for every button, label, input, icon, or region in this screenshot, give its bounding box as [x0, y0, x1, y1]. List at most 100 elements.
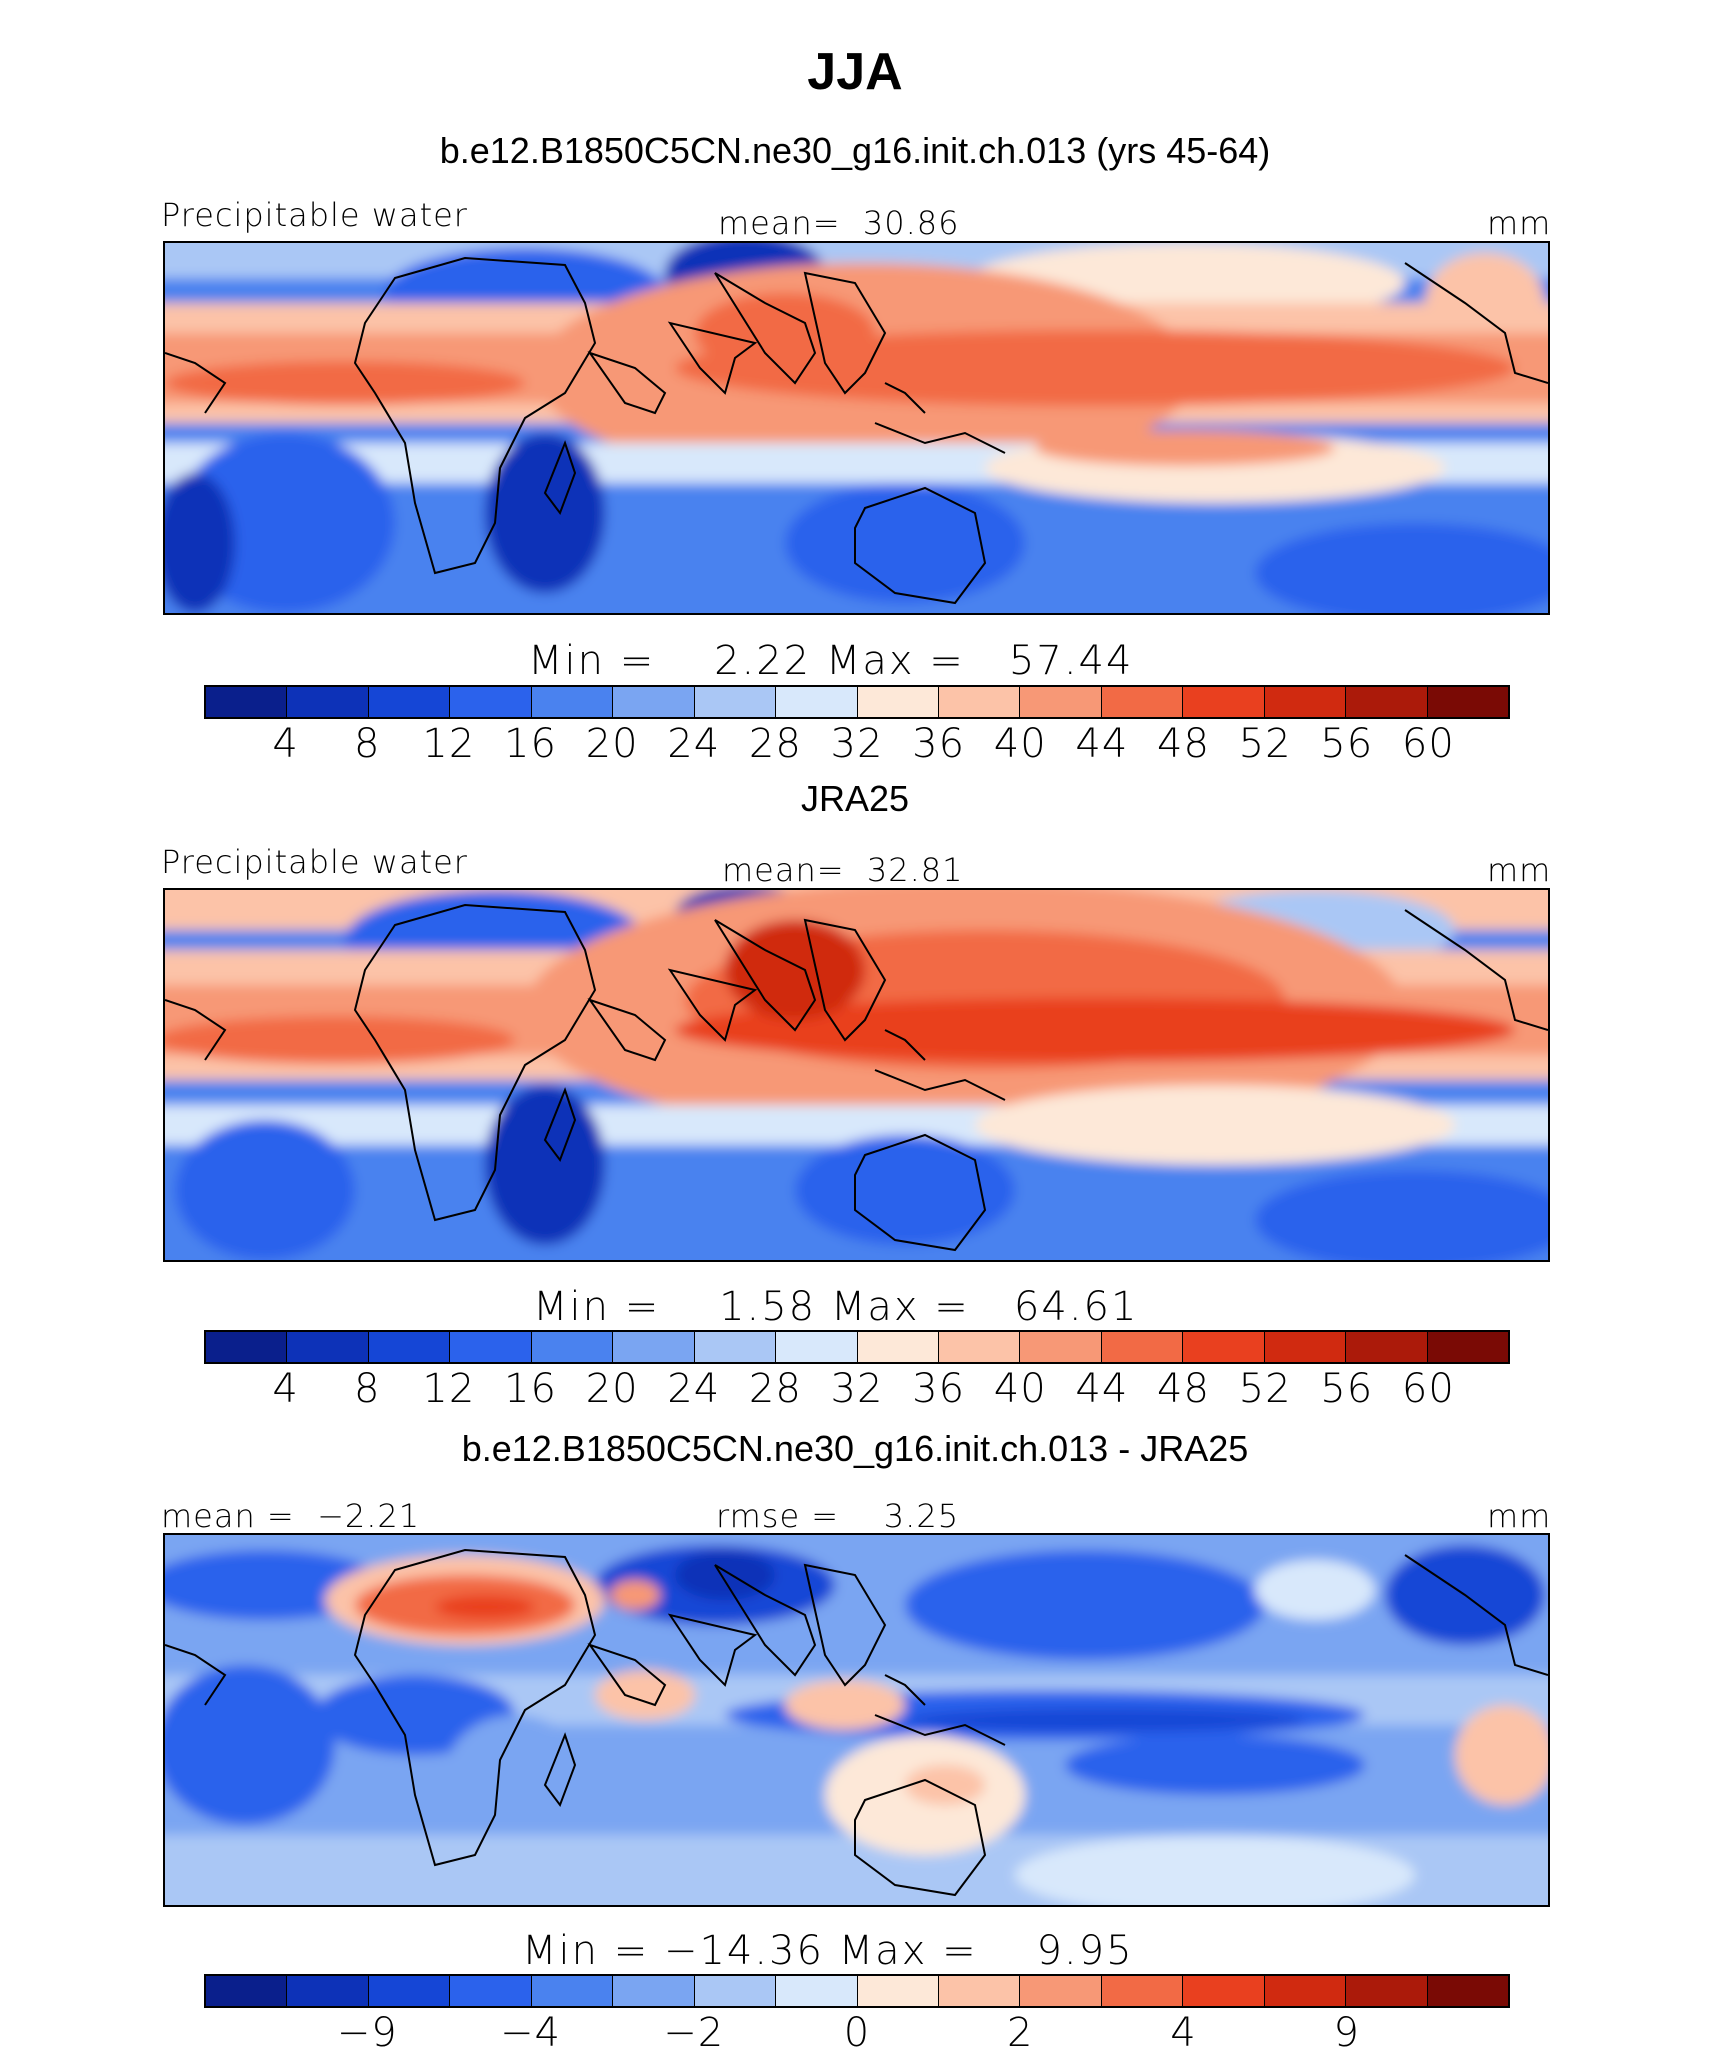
panel-1-title: b.e12.B1850C5CN.ne30_g16.init.ch.013 (yr… [439, 130, 1271, 171]
colorbar-swatch [694, 1976, 777, 2006]
colorbar-swatch [776, 687, 858, 717]
colorbar-swatch [1183, 687, 1265, 717]
panel-2-title: JRA25 [800, 778, 910, 819]
colorbar-tick-label: 28 [748, 721, 802, 767]
colorbar-swatch [776, 1976, 858, 2006]
colorbar-swatch [531, 687, 614, 717]
colorbar-tick-label: 0 [843, 2010, 871, 2056]
panel-1-map [163, 241, 1550, 615]
colorbar-swatch [1101, 687, 1184, 717]
colorbar-swatch [1264, 1976, 1347, 2006]
colorbar-tick-label: 44 [1075, 1366, 1129, 1412]
panel-1-min-max: Min = 2.22 Max = 57.44 [528, 638, 1134, 684]
colorbar-tick-label: 24 [667, 721, 721, 767]
colorbar-swatch [613, 687, 695, 717]
colorbar-swatch [1101, 1332, 1184, 1362]
colorbar-swatch [1427, 687, 1508, 717]
colorbar-tick-label: 32 [830, 721, 884, 767]
panel-3-colorbar [204, 1974, 1510, 2008]
colorbar-swatch [287, 1976, 369, 2006]
colorbar-tick-label: 60 [1401, 1366, 1455, 1412]
colorbar-swatch [1346, 687, 1428, 717]
panel-2-map [163, 888, 1550, 1262]
panel-3-mean-label: mean = −2.21 [161, 1497, 421, 1535]
colorbar-tick-label: −2 [663, 2010, 725, 2056]
colorbar-tick-label: 8 [354, 721, 381, 767]
colorbar-swatch [938, 1976, 1021, 2006]
colorbar-swatch [450, 687, 532, 717]
colorbar-swatch [613, 1332, 695, 1362]
colorbar-tick-label: 8 [354, 1366, 381, 1412]
panel-2-tick-labels: 4 8 12 16 20 24 28 32 36 40 44 48 52 56 60 [0, 1366, 1710, 1412]
colorbar-swatch [368, 1332, 451, 1362]
colorbar-tick-label: 52 [1238, 1366, 1292, 1412]
colorbar-tick-label: −9 [336, 2010, 398, 2056]
colorbar-tick-label: 32 [830, 1366, 884, 1412]
colorbar-tick-label: 40 [993, 1366, 1047, 1412]
colorbar-swatch [368, 1976, 451, 2006]
colorbar-swatch [694, 1332, 777, 1362]
panel-2-colorbar [204, 1330, 1510, 1364]
panel-2-mean-label: mean= 32.81 [722, 851, 964, 889]
colorbar-swatch [857, 1976, 939, 2006]
panel-1-mean-label: mean= 30.86 [718, 204, 960, 242]
panel-1-tick-labels: 4 8 12 16 20 24 28 32 36 40 44 48 52 56 60 [0, 721, 1710, 767]
colorbar-swatch [1183, 1332, 1265, 1362]
colorbar-tick-label: 16 [504, 1366, 557, 1412]
colorbar-swatch [857, 687, 939, 717]
colorbar-swatch [450, 1976, 532, 2006]
colorbar-tick-label: 4 [272, 721, 299, 767]
colorbar-tick-label: 4 [272, 1366, 299, 1412]
panel-3-min-max: Min = −14.36 Max = 9.95 [522, 1928, 1134, 1974]
panel-3-tick-labels: −9 −4 −2 0 2 4 9 [0, 2010, 1710, 2056]
panel-1-variable-label: Precipitable water [161, 196, 468, 234]
colorbar-swatch [531, 1332, 614, 1362]
colorbar-swatch [531, 1976, 614, 2006]
colorbar-swatch [694, 687, 777, 717]
colorbar-swatch [1101, 1976, 1184, 2006]
colorbar-swatch [206, 1976, 288, 2006]
panel-3-title: b.e12.B1850C5CN.ne30_g16.init.ch.013 - J… [461, 1428, 1249, 1469]
colorbar-tick-label: 20 [585, 721, 639, 767]
colorbar-swatch [1020, 687, 1102, 717]
panel-2-units-label: mm [1487, 851, 1552, 889]
colorbar-tick-label: 2 [1007, 2010, 1034, 2056]
colorbar-tick-label: 36 [912, 721, 966, 767]
colorbar-swatch [1346, 1332, 1428, 1362]
colorbar-tick-label: 52 [1238, 721, 1292, 767]
colorbar-tick-label: −4 [500, 2010, 561, 2056]
colorbar-swatch [368, 687, 451, 717]
colorbar-swatch [1264, 687, 1347, 717]
colorbar-swatch [206, 687, 288, 717]
panel-1-colorbar [204, 685, 1510, 719]
colorbar-swatch [1427, 1976, 1508, 2006]
colorbar-tick-label: 40 [993, 721, 1047, 767]
colorbar-tick-label: 12 [422, 1366, 476, 1412]
colorbar-swatch [1020, 1332, 1102, 1362]
colorbar-tick-label: 9 [1333, 2010, 1360, 2056]
colorbar-tick-label: 20 [585, 1366, 639, 1412]
colorbar-swatch [613, 1976, 695, 2006]
colorbar-tick-label: 36 [912, 1366, 966, 1412]
colorbar-swatch [938, 1332, 1021, 1362]
panel-2-min-max: Min = 1.58 Max = 64.61 [533, 1284, 1139, 1330]
colorbar-tick-label: 24 [667, 1366, 721, 1412]
colorbar-swatch [1264, 1332, 1347, 1362]
colorbar-swatch [857, 1332, 939, 1362]
colorbar-swatch [776, 1332, 858, 1362]
colorbar-tick-label: 60 [1401, 721, 1455, 767]
colorbar-swatch [287, 1332, 369, 1362]
colorbar-tick-label: 48 [1157, 1366, 1210, 1412]
colorbar-tick-label: 48 [1157, 721, 1210, 767]
colorbar-tick-label: 12 [422, 721, 476, 767]
panel-3-units-label: mm [1487, 1497, 1552, 1535]
colorbar-swatch [1183, 1976, 1265, 2006]
colorbar-swatch [206, 1332, 288, 1362]
colorbar-swatch [938, 687, 1021, 717]
colorbar-swatch [1346, 1976, 1428, 2006]
panel-3-rmse-label: rmse = 3.25 [716, 1497, 960, 1535]
colorbar-swatch [1020, 1976, 1102, 2006]
colorbar-swatch [450, 1332, 532, 1362]
panel-2-variable-label: Precipitable water [161, 843, 468, 881]
colorbar-tick-label: 56 [1320, 1366, 1374, 1412]
